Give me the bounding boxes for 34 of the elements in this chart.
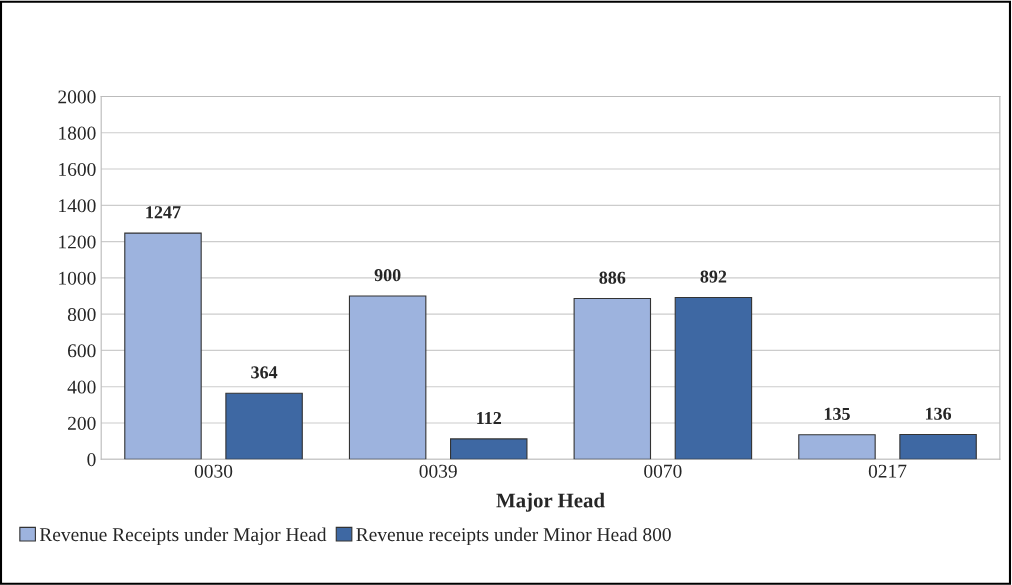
data-label: 135 bbox=[824, 407, 850, 420]
x-tick-label: 0030 bbox=[194, 464, 233, 478]
y-tick-label: 400 bbox=[67, 380, 96, 394]
bar bbox=[124, 232, 202, 460]
y-tick-label: 1400 bbox=[59, 199, 96, 213]
y-tick-label: 1200 bbox=[59, 235, 96, 249]
x-tick-label: 0070 bbox=[644, 464, 682, 478]
data-label: 112 bbox=[477, 412, 502, 424]
legend-label: Revenue Receipts under Major Head bbox=[39, 527, 327, 546]
bar bbox=[674, 296, 753, 460]
y-tick-label: 600 bbox=[68, 344, 96, 358]
y-tick-label: 800 bbox=[67, 307, 96, 322]
bar bbox=[449, 438, 528, 460]
data-label: 886 bbox=[599, 271, 626, 284]
data-label: 364 bbox=[251, 366, 278, 379]
data-label: 900 bbox=[374, 269, 401, 282]
bar bbox=[798, 434, 876, 460]
x-tick-label: 0039 bbox=[419, 464, 457, 478]
bar bbox=[225, 392, 303, 460]
bar bbox=[899, 434, 977, 460]
y-tick-label: 0 bbox=[87, 453, 96, 467]
y-tick-label: 1600 bbox=[59, 162, 96, 176]
legend-label: Revenue receipts under Minor Head 800 bbox=[356, 527, 671, 546]
x-axis-title: Major Head bbox=[496, 492, 605, 512]
y-tick-label: 1000 bbox=[59, 271, 96, 285]
y-tick-label: 2000 bbox=[58, 90, 96, 104]
bar bbox=[573, 297, 652, 460]
data-label: 136 bbox=[925, 407, 952, 420]
y-tick-label: 1800 bbox=[59, 126, 96, 140]
x-tick-label: 0217 bbox=[868, 464, 907, 478]
data-label: 892 bbox=[700, 270, 727, 283]
y-tick-label: 200 bbox=[68, 416, 96, 430]
bar bbox=[348, 295, 427, 460]
data-label: 1247 bbox=[146, 206, 181, 219]
